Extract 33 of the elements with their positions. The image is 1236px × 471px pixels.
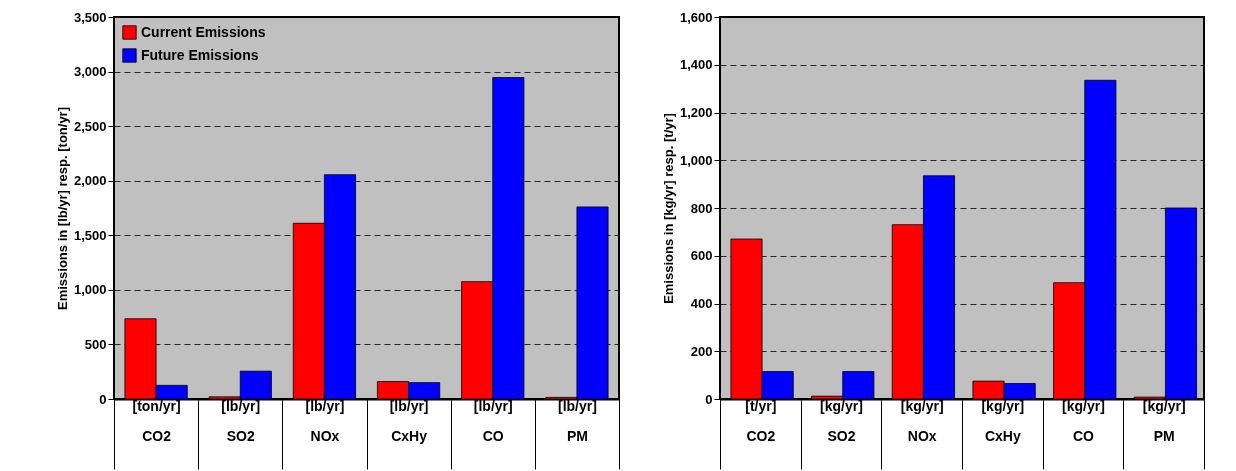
y-tick-label: 1,400 xyxy=(679,57,713,73)
y-tick-label: 3,500 xyxy=(73,9,107,25)
y-tick-label: 200 xyxy=(690,343,713,359)
y-tick-label: 2,500 xyxy=(73,118,107,134)
x-tick-label: [kg/yr] CxHy xyxy=(981,397,1025,444)
x-tick-label: [lb/yr] PM xyxy=(557,397,597,444)
y-tick-label: 1,200 xyxy=(679,105,713,120)
x-tick-label: [kg/yr] NOx xyxy=(900,397,944,444)
y-tick-label: 400 xyxy=(690,296,713,311)
x-tick-label: [kg/yr] SO2 xyxy=(820,397,863,444)
y-axis-title: Emissions in [kg/yr] resp. [t/yr] xyxy=(660,113,676,304)
legend-label: Current Emissions xyxy=(141,23,266,40)
y-tick-label: 1,000 xyxy=(679,152,713,168)
y-tick-label: 600 xyxy=(690,248,713,264)
x-tick-label: [lb/yr] NOx xyxy=(305,397,345,444)
x-tick-label: [kg/yr] PM xyxy=(1142,397,1186,444)
x-tick-label: [lb/yr] SO2 xyxy=(221,397,261,444)
x-tick-label: [ton/yr] CO2 xyxy=(132,397,181,444)
x-tick-label: [lb/yr] CxHy xyxy=(389,397,429,444)
y-axis-title: Emissions in [lb/yr] resp. [ton/yr] xyxy=(54,107,70,310)
y-tick-label: 800 xyxy=(690,200,713,216)
legend-label: Future Emissions xyxy=(141,46,259,63)
x-tick-label: [lb/yr] CO xyxy=(473,397,513,444)
y-tick-label: 3,000 xyxy=(73,64,107,80)
y-tick-label: 1,600 xyxy=(679,9,713,25)
y-tick-label: 1,500 xyxy=(73,227,107,243)
x-tick-label: [t/yr] CO2 xyxy=(745,397,777,444)
y-tick-label: 2,000 xyxy=(73,173,107,189)
y-tick-label: 500 xyxy=(84,336,107,352)
y-tick-label: 0 xyxy=(705,391,713,407)
y-tick-label: 1,000 xyxy=(73,282,107,298)
y-tick-label: 0 xyxy=(99,391,107,407)
x-tick-label: [kg/yr] CO xyxy=(1062,397,1105,444)
